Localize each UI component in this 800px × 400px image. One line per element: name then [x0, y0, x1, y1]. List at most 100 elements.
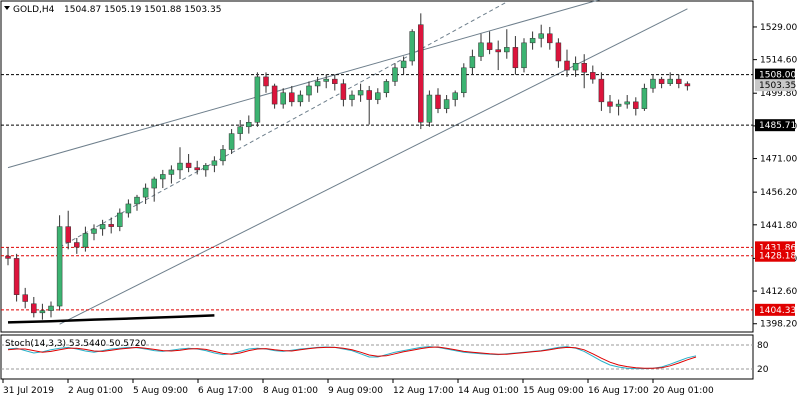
candle-bull — [615, 103, 622, 107]
candle-bull — [228, 133, 235, 150]
main-pane[interactable] — [0, 0, 754, 333]
candle-bull — [220, 149, 226, 162]
candle-bull — [254, 76, 261, 123]
ma-line[interactable] — [7, 314, 215, 324]
dropdown-triangle-icon[interactable] — [4, 6, 10, 10]
moving-average — [7, 314, 215, 324]
candle-bear — [31, 303, 37, 314]
candle-bear — [435, 94, 441, 109]
candle-bull — [125, 203, 132, 214]
candle-bear — [607, 101, 613, 107]
stoch-level-label: 20 — [757, 365, 769, 375]
level-tag-label: 1485.71 — [759, 121, 796, 131]
x-tick-label: 31 Jul 2019 — [3, 386, 54, 396]
candle-bull — [91, 228, 97, 234]
x-tick-label: 2 Aug 01:00 — [68, 386, 123, 396]
candle-bull — [426, 94, 433, 123]
candle-bear — [263, 76, 269, 87]
x-tick-label: 14 Aug 01:00 — [458, 386, 519, 396]
y-tick-label: 1499.80 — [760, 89, 797, 99]
x-tick-label: 12 Aug 17:00 — [393, 386, 454, 396]
x-tick-label: 16 Aug 17:00 — [588, 386, 649, 396]
y-tick-label: 1441.80 — [760, 221, 797, 231]
candle-bear — [555, 42, 562, 62]
candle-bull — [39, 310, 46, 314]
candle-bull — [280, 92, 286, 105]
candle-bear — [74, 242, 80, 248]
candle-bull — [151, 178, 157, 189]
candle-bull — [314, 81, 321, 87]
candle-bull — [641, 87, 648, 109]
stoch-signal-line[interactable] — [7, 346, 697, 369]
level-tag-label: 1508.00 — [759, 71, 796, 81]
candlesticks — [5, 13, 691, 320]
candle-bull — [203, 165, 209, 171]
channel-median-line[interactable] — [59, 1, 508, 248]
level-tag — [755, 249, 795, 262]
candle-bull — [624, 101, 630, 105]
candle-bull — [443, 99, 450, 109]
candle-bull — [452, 92, 458, 100]
candle-bear — [512, 47, 519, 69]
current-price-tag — [755, 79, 795, 92]
ohlc-readout: 1504.87 1505.19 1501.88 1503.35 — [64, 5, 221, 15]
stoch-level-label: 80 — [757, 341, 769, 351]
candle-bear — [676, 78, 682, 84]
candle-bull — [461, 67, 467, 94]
candle-bull — [529, 38, 536, 44]
level-tag-label: 1428.18 — [759, 252, 796, 262]
candle-bear — [590, 72, 596, 80]
candle-bull — [409, 31, 415, 62]
candle-bull — [48, 305, 54, 311]
candle-bull — [82, 233, 89, 248]
candle-bull — [211, 160, 218, 166]
candle-bull — [246, 122, 252, 128]
stochastic-oscillator: 80 20 — [1, 341, 769, 375]
level-tag — [755, 119, 795, 132]
candle-bear — [418, 24, 424, 123]
y-tick-label: 1529.00 — [760, 23, 797, 33]
candle-bear — [684, 83, 691, 87]
y-tick-label: 1412.60 — [760, 287, 797, 297]
x-tick-label: 20 Aug 01:00 — [653, 386, 714, 396]
y-tick-label: 1398.20 — [760, 320, 797, 330]
channel-boundary-line[interactable] — [7, 0, 687, 169]
candle-bear — [271, 85, 278, 105]
candle-bear — [340, 83, 347, 100]
candle-bear — [581, 63, 587, 73]
candle-bear — [658, 78, 665, 84]
candle-bear — [22, 294, 28, 302]
candle-bear — [332, 78, 338, 84]
candle-bull — [297, 94, 304, 103]
candle-bull — [99, 224, 106, 230]
candle-bull — [572, 63, 579, 71]
horizontal-levels — [1, 74, 753, 311]
level-tag — [755, 68, 795, 81]
candle-bull — [323, 78, 329, 82]
y-tick-label: 1514.60 — [760, 56, 797, 66]
stoch-main-line[interactable] — [7, 346, 697, 370]
x-tick-label: 6 Aug 17:00 — [198, 386, 253, 396]
candle-bull — [383, 81, 390, 94]
candle-bear — [564, 60, 570, 71]
channel-boundary-line[interactable] — [59, 8, 688, 325]
level-tag-label: 1404.33 — [759, 306, 796, 316]
candle-bull — [117, 212, 123, 227]
current-price-label: 1503.35 — [759, 81, 796, 91]
candle-bull — [400, 60, 407, 69]
candle-bull — [306, 85, 312, 96]
candle-bear — [65, 226, 71, 243]
candle-bull — [650, 78, 656, 89]
candle-bull — [469, 56, 476, 69]
candle-bull — [357, 90, 364, 96]
candle-bull — [667, 78, 673, 84]
candle-bear — [366, 90, 372, 100]
candle-bull — [160, 174, 166, 180]
candle-bull — [478, 42, 484, 57]
x-tick-label: 9 Aug 09:00 — [328, 386, 383, 396]
candle-bear — [633, 101, 639, 109]
x-tick-label: 15 Aug 09:00 — [523, 386, 584, 396]
level-tag — [755, 303, 795, 316]
